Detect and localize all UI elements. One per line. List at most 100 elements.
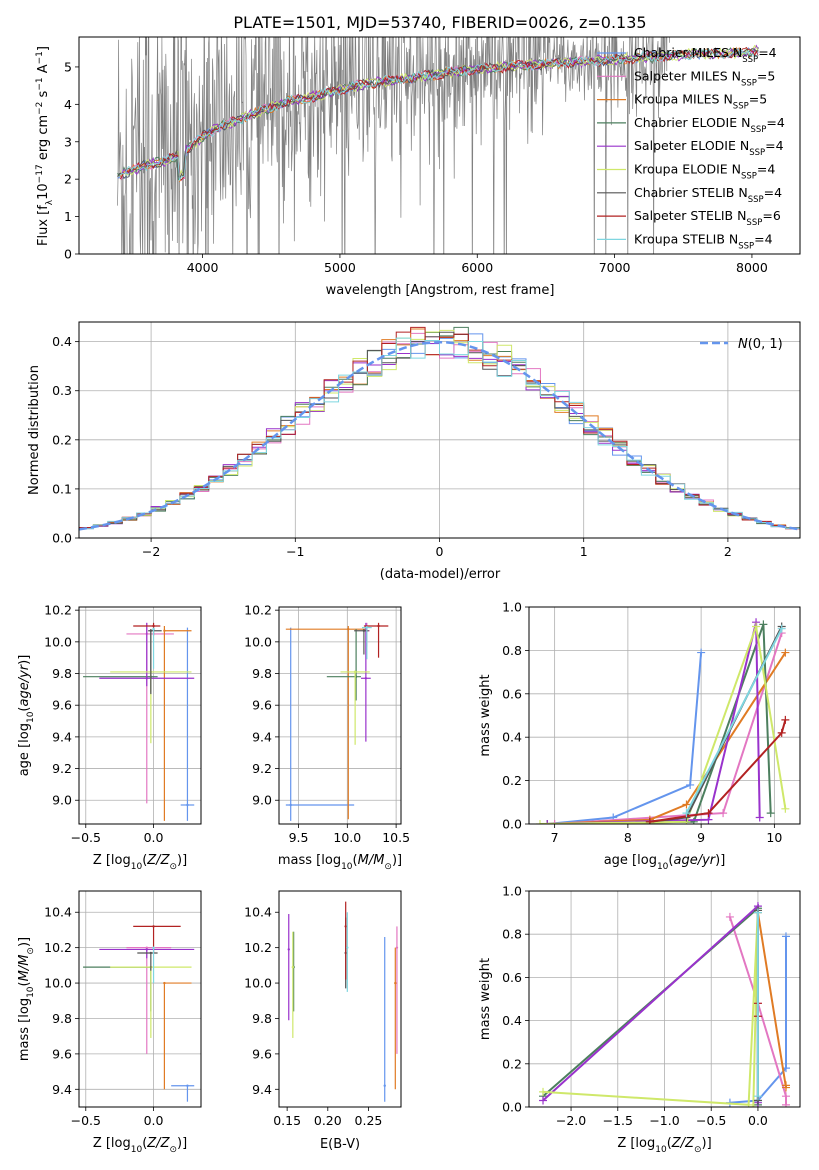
- axes-frame: [278, 606, 402, 825]
- x-tick-label: 0.15: [273, 1113, 301, 1128]
- series-marker: [755, 813, 764, 822]
- figure-title: PLATE=1501, MJD=53740, FIBERID=0026, z=0…: [233, 13, 646, 32]
- x-tick-label: 7: [551, 830, 559, 845]
- x-tick-label: 6000: [461, 260, 493, 275]
- axes-frame: [278, 890, 402, 1108]
- y-tick-label: 10.2: [244, 940, 272, 955]
- plot-area: [535, 618, 790, 824]
- y-tick-label: 10.2: [44, 603, 72, 618]
- y-tick-label: 0.4: [502, 1013, 522, 1028]
- y-tick-label: 10.0: [244, 976, 272, 991]
- y-tick-label: 10.0: [244, 634, 272, 649]
- series-marker: [781, 1100, 790, 1107]
- series-marker: [752, 622, 761, 631]
- legend-entry: Kroupa MILES NSSP=5: [634, 92, 767, 112]
- x-axis-label: (data-model)/error: [380, 567, 501, 582]
- y-tick-label: 9.6: [52, 698, 72, 713]
- y-tick-label: 9.2: [52, 761, 72, 776]
- y-tick-label: 1.0: [502, 884, 522, 899]
- y-tick-label: 0.6: [502, 970, 522, 985]
- x-tick-label: 0.25: [355, 1113, 383, 1128]
- data-point: [287, 948, 290, 951]
- series-line: [542, 906, 759, 1105]
- legend-entry: Chabrier ELODIE NSSP=4: [634, 115, 785, 135]
- plot-area: [83, 622, 195, 821]
- y-tick-label: 0.6: [502, 686, 522, 701]
- x-tick-label: 7000: [599, 260, 631, 275]
- y-axis-label: age [log10(age/yr)]: [17, 655, 36, 777]
- y-tick-label: 0.2: [502, 773, 522, 788]
- series-marker: [725, 912, 734, 921]
- series-line: [547, 652, 787, 824]
- spectrum-panel: 4000 5000 6000 7000 8000 0 1 2 3 4 5 Chabrier MILES…: [35, 36, 801, 298]
- x-axis-label: Z [log10(Z/Z⊙)]: [617, 1136, 711, 1155]
- axes-frame: [528, 606, 801, 825]
- x-axis-label: wavelength [Angstrom, rest frame]: [326, 283, 555, 298]
- y-tick-label: 10.4: [244, 905, 272, 920]
- y-tick-label: 9.4: [252, 1082, 272, 1097]
- x-axis-label: mass [log10(M/M⊙)]: [278, 853, 402, 872]
- x-tick-label: 10.5: [382, 830, 410, 845]
- x-tick-label: −2: [142, 544, 160, 559]
- x-tick-label: −0.5: [71, 1113, 101, 1128]
- age-vs-metallicity-panel: −0.5 0.0 9.0 9.2 9.4 9.6 9.8 10.0 10.2 Z [log10(Z…: [17, 603, 202, 872]
- data-point: [163, 629, 166, 632]
- y-tick-label: 0.8: [502, 927, 522, 942]
- data-point: [163, 981, 166, 985]
- series-marker: [682, 800, 691, 809]
- x-tick-label: 0.0: [144, 1113, 164, 1128]
- y-tick-label: 0.0: [502, 817, 522, 832]
- y-axis-label: mass [log10(M/M⊙)]: [17, 937, 36, 1061]
- y-tick-label: 4: [64, 97, 72, 112]
- series-marker: [781, 1081, 790, 1090]
- x-tick-label: 8000: [736, 260, 768, 275]
- x-tick-label: 9.5: [289, 830, 309, 845]
- y-tick-label: 0.4: [502, 730, 522, 745]
- data-point: [152, 624, 155, 628]
- y-tick-label: 9.4: [52, 729, 72, 744]
- series-line: [728, 916, 787, 1105]
- model-spectrum-line: [117, 47, 759, 180]
- data-point: [347, 627, 350, 631]
- x-tick-label: 10.0: [333, 830, 361, 845]
- series-line: [542, 903, 759, 1103]
- mass-weight-vs-metallicity-panel: −2.0 −1.5 −1.0 −0.5 0.0 0.0 0.2 0.4 0.6 0.8 1.0 Z […: [478, 884, 801, 1155]
- y-tick-label: 0.2: [502, 1056, 522, 1071]
- y-tick-label: 9.0: [52, 793, 72, 808]
- series-line: [547, 652, 703, 824]
- x-tick-label: 5000: [324, 260, 356, 275]
- y-tick-label: 0.3: [52, 383, 72, 398]
- plot-area: [539, 902, 790, 1107]
- data-point: [149, 629, 153, 632]
- y-tick-label: 10.2: [44, 940, 72, 955]
- data-point: [152, 627, 155, 631]
- series-marker: [535, 820, 544, 824]
- legend-entry: Chabrier STELIB NSSP=4: [634, 185, 782, 205]
- y-tick-label: 0.2: [52, 432, 72, 447]
- observed-spectrum-line: [117, 37, 670, 254]
- series-marker: [539, 1087, 548, 1096]
- y-tick-label: 9.0: [252, 793, 272, 808]
- series-marker: [766, 809, 775, 818]
- y-tick-label: 9.2: [252, 761, 272, 776]
- series-line: [649, 719, 787, 823]
- y-tick-label: 9.6: [252, 698, 272, 713]
- series-marker: [781, 715, 790, 724]
- mass-weight-vs-age-panel: 7 8 9 10 0.0 0.2 0.4 0.6 0.8 1.0 age [log10(age/yr…: [478, 600, 801, 872]
- y-tick-label: 0.0: [502, 1100, 522, 1115]
- series-marker: [719, 809, 728, 818]
- data-point: [394, 981, 397, 985]
- series-marker: [777, 728, 786, 737]
- y-tick-label: 5: [64, 59, 72, 74]
- data-point: [291, 965, 295, 969]
- y-tick-label: 9.4: [252, 729, 272, 744]
- x-tick-label: 0: [436, 544, 444, 559]
- x-tick-label: 4000: [187, 260, 219, 275]
- y-tick-label: 3: [64, 134, 72, 149]
- data-point: [364, 677, 368, 680]
- x-tick-label: 2: [724, 544, 732, 559]
- x-tick-label: 9: [697, 830, 705, 845]
- age-vs-mass-panel: 9.5 10.0 10.5 9.0 9.2 9.4 9.6 9.8 10.0 10.2 mass […: [244, 603, 410, 872]
- y-tick-label: 1: [64, 209, 72, 224]
- data-point: [346, 946, 349, 949]
